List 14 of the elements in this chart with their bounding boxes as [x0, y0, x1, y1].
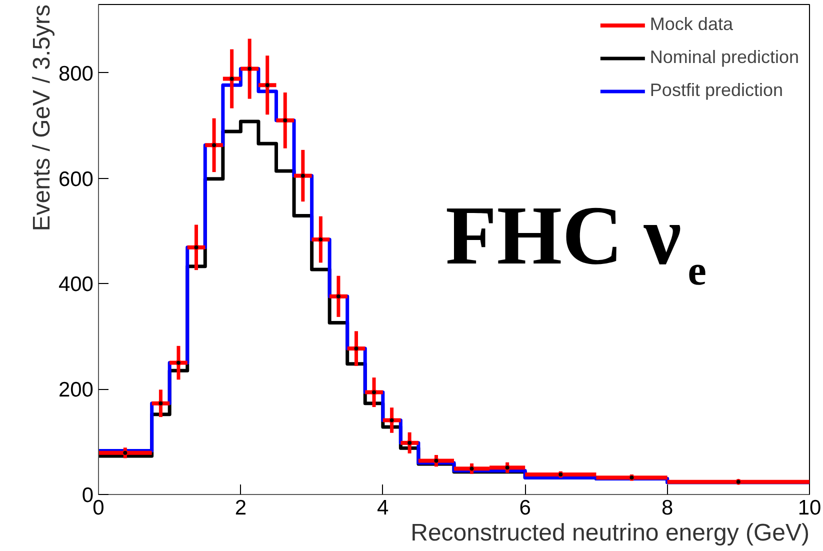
- legend-label: Nominal prediction: [650, 47, 799, 68]
- y-tick-label: 600: [58, 168, 94, 191]
- x-axis-title: Reconstructed neutrino energy (GeV): [410, 520, 810, 546]
- x-tick-label: 2: [234, 496, 247, 520]
- legend-label: Mock data: [650, 14, 733, 35]
- y-axis-title: Events / GeV / 3.5yrs: [28, 4, 56, 232]
- y-tick-label: 800: [58, 62, 94, 86]
- y-tick-label: 400: [58, 273, 94, 296]
- x-tick-label: 10: [798, 496, 822, 520]
- y-tick-label: 200: [58, 378, 94, 402]
- legend-label: Postfit prediction: [650, 80, 783, 101]
- x-tick-label: 6: [519, 496, 531, 520]
- x-tick-label: 4: [377, 496, 390, 520]
- x-tick-label: 8: [661, 496, 674, 520]
